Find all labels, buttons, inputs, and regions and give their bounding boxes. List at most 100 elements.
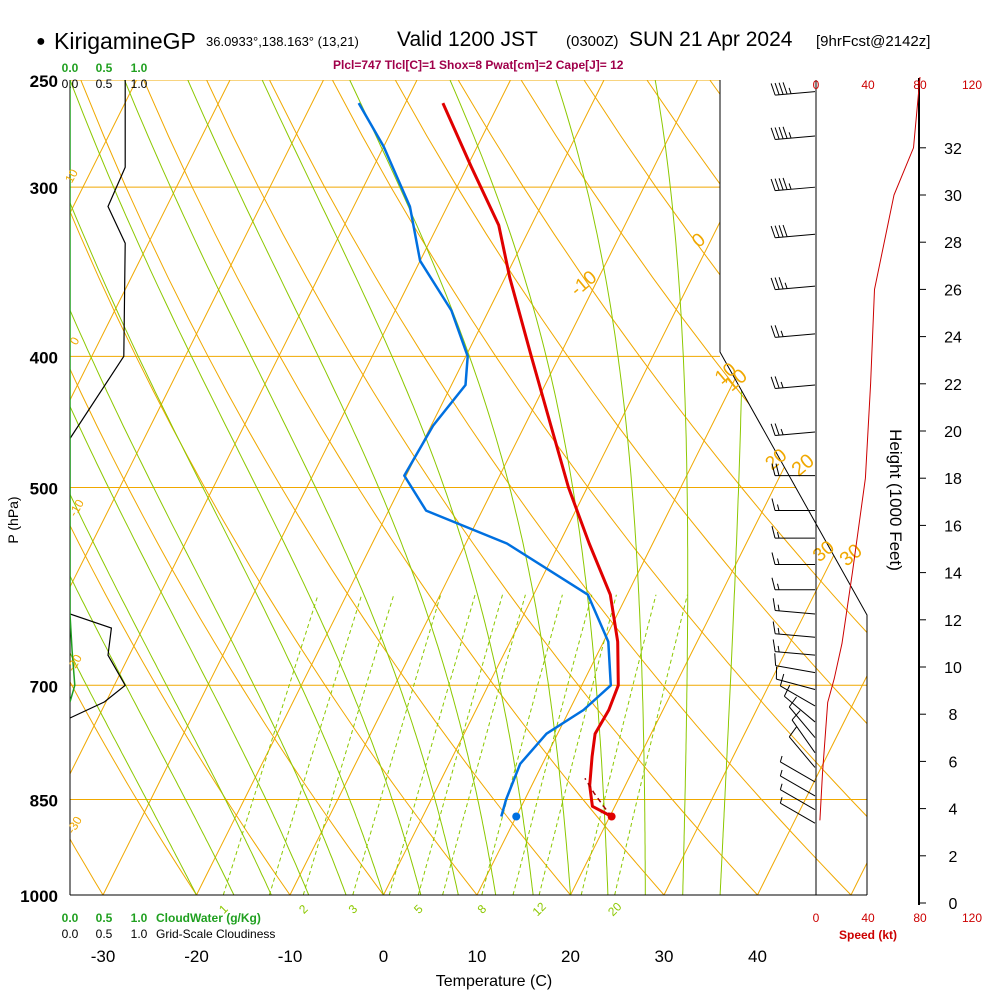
forecast-info: [9hrFcst@2142z] [816, 33, 931, 50]
wind-barb-flag [771, 463, 776, 476]
mixing-ratio-line [614, 594, 688, 895]
wind-barb-flag [774, 178, 780, 191]
wind-barb-flag [774, 653, 777, 666]
wind-barb-flag [788, 696, 797, 708]
mixing-ratio-label: 12 [530, 899, 550, 919]
cloudiness-label: Grid-Scale Cloudiness [156, 927, 275, 941]
wind-barb-staff [775, 285, 816, 291]
pressure-tick-label: 250 [30, 72, 58, 91]
wind-barb [788, 696, 816, 738]
height-tick-label: 14 [944, 566, 962, 583]
mixing-ratio-line [388, 594, 476, 895]
wind-barb-staff [775, 665, 816, 674]
dry-adiabat-line [70, 80, 478, 895]
wind-barb-flag [791, 710, 801, 721]
isotherm-line [757, 80, 867, 895]
cloudwater-top-tick: 0.0 [62, 61, 79, 75]
wind-barb-staff [791, 719, 816, 753]
wind-barb [772, 598, 816, 615]
moist-adiabat-line [187, 80, 497, 895]
wind-barb [771, 498, 815, 512]
height-tick-label: 10 [944, 660, 962, 677]
dry-adiabat-line [80, 80, 571, 895]
wind-barb-staff [775, 609, 816, 615]
left-isotherm-label: -10 [66, 497, 87, 519]
wind-barb-flag [771, 526, 776, 539]
wind-barb-half-flag [777, 604, 780, 611]
moist-adiabat-line [70, 80, 384, 895]
pressure-tick-label: 1000 [20, 887, 58, 906]
isotherm-line [70, 80, 231, 895]
moist-adiabat-label: 20 [788, 450, 819, 481]
height-tick-label: 2 [949, 849, 958, 866]
station-marker: ● [36, 33, 46, 50]
wind-barb-flag [778, 277, 784, 290]
height-tick-label: 8 [949, 707, 958, 724]
wind-barb-flag [770, 225, 776, 238]
wind-barb-staff [775, 233, 816, 239]
wind-barb [779, 783, 816, 811]
wind-barb-staff [775, 135, 816, 141]
height-tick-label: 30 [944, 188, 962, 205]
wind-barb-half-flag [779, 755, 783, 763]
wind-barb [771, 463, 815, 477]
wind-barb-flag [770, 127, 776, 140]
wind-barb [770, 325, 816, 338]
height-tick-label: 26 [944, 282, 962, 299]
height-tick-label: 6 [949, 754, 958, 771]
isotherm-line [196, 80, 605, 895]
wind-barb-staff [780, 789, 816, 811]
wind-barb-flag [778, 82, 784, 95]
isotherm-line [383, 80, 792, 895]
wind-barb [779, 673, 816, 707]
wind-barb-staff [788, 706, 816, 738]
wind-barb-half-flag [777, 645, 780, 653]
mixing-ratio-line [352, 594, 442, 895]
wind-barb-staff [775, 651, 816, 656]
wind-barb-flag [772, 621, 776, 634]
cloudiness-bottom-tick: 1.0 [131, 927, 148, 941]
isotherm-line [70, 80, 418, 895]
mixing-ratio-line [302, 594, 395, 895]
wind-barb-flag [783, 684, 791, 697]
dry-adiabat-line [70, 80, 384, 895]
wind-speed-bottom-tick: 120 [962, 911, 982, 925]
wind-barb-flag [770, 423, 776, 436]
wind-barb-half-flag [777, 504, 780, 511]
wind-barb-flag [772, 598, 776, 611]
wind-barb-staff [784, 695, 816, 723]
cloudwater-bottom-tick: 0.0 [62, 911, 79, 925]
dry-adiabat-line [835, 80, 867, 895]
mixing-ratio-label: 20 [605, 899, 625, 919]
station-coords: 36.0933°,138.163° (13,21) [206, 34, 359, 49]
moist-adiabat-line [70, 215, 197, 895]
height-tick-label: 20 [944, 424, 962, 441]
mixing-ratio-label: 3 [346, 902, 361, 917]
wind-barb-flag [779, 673, 785, 687]
wind-barb-flag [770, 178, 776, 191]
wind-speed-top-tick: 40 [861, 78, 875, 92]
wind-barb [770, 82, 816, 96]
dewpoint-line [357, 102, 613, 817]
wind-barb-staff [775, 633, 816, 638]
valid-time: Valid 1200 JST [397, 28, 538, 51]
wind-barb-flag [782, 126, 788, 139]
wind-barb [779, 755, 816, 783]
moist-adiabat-line [70, 135, 272, 895]
mixing-ratio-label: 2 [296, 902, 311, 917]
temperature-tick-label: -20 [184, 947, 209, 966]
wind-barb-flag [775, 463, 780, 476]
mixing-ratio-line [481, 594, 563, 895]
wind-barb-flag [771, 552, 776, 565]
wind-barb-half-flag [777, 532, 780, 539]
wind-speed-bottom-tick: 40 [861, 911, 875, 925]
wind-barb-half-flag [788, 87, 792, 94]
wind-barb-flag [772, 639, 776, 652]
isotherm-line [102, 80, 511, 895]
cloudiness-bottom-tick: 0.0 [62, 927, 79, 941]
wind-barb [772, 621, 816, 638]
height-tick-label: 28 [944, 235, 962, 252]
wind-barb [791, 710, 816, 753]
height-tick-label: 18 [944, 471, 962, 488]
